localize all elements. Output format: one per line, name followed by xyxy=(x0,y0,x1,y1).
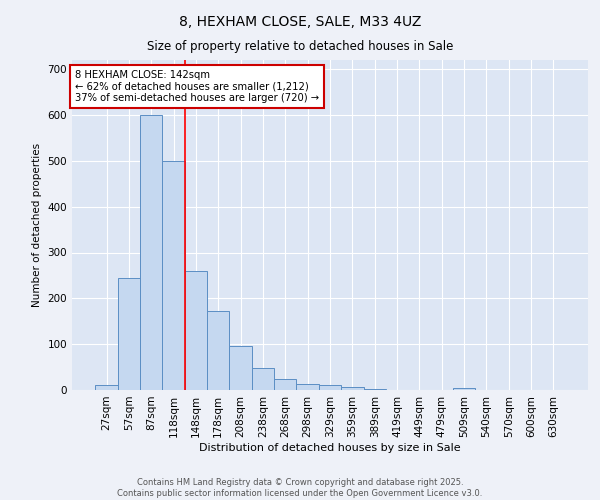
Y-axis label: Number of detached properties: Number of detached properties xyxy=(32,143,42,307)
X-axis label: Distribution of detached houses by size in Sale: Distribution of detached houses by size … xyxy=(199,442,461,452)
Bar xyxy=(453,388,475,390)
Text: 8, HEXHAM CLOSE, SALE, M33 4UZ: 8, HEXHAM CLOSE, SALE, M33 4UZ xyxy=(179,15,421,29)
Bar xyxy=(252,368,274,390)
Bar xyxy=(207,311,229,390)
Bar xyxy=(296,384,319,390)
Text: Contains HM Land Registry data © Crown copyright and database right 2025.
Contai: Contains HM Land Registry data © Crown c… xyxy=(118,478,482,498)
Bar xyxy=(163,161,185,390)
Bar xyxy=(229,346,252,390)
Bar xyxy=(319,386,341,390)
Bar xyxy=(185,271,207,390)
Text: 8 HEXHAM CLOSE: 142sqm
← 62% of detached houses are smaller (1,212)
37% of semi-: 8 HEXHAM CLOSE: 142sqm ← 62% of detached… xyxy=(74,70,319,103)
Bar xyxy=(118,278,140,390)
Bar xyxy=(95,386,118,390)
Text: Size of property relative to detached houses in Sale: Size of property relative to detached ho… xyxy=(147,40,453,53)
Bar xyxy=(341,387,364,390)
Bar xyxy=(364,388,386,390)
Bar xyxy=(274,378,296,390)
Bar xyxy=(140,115,163,390)
